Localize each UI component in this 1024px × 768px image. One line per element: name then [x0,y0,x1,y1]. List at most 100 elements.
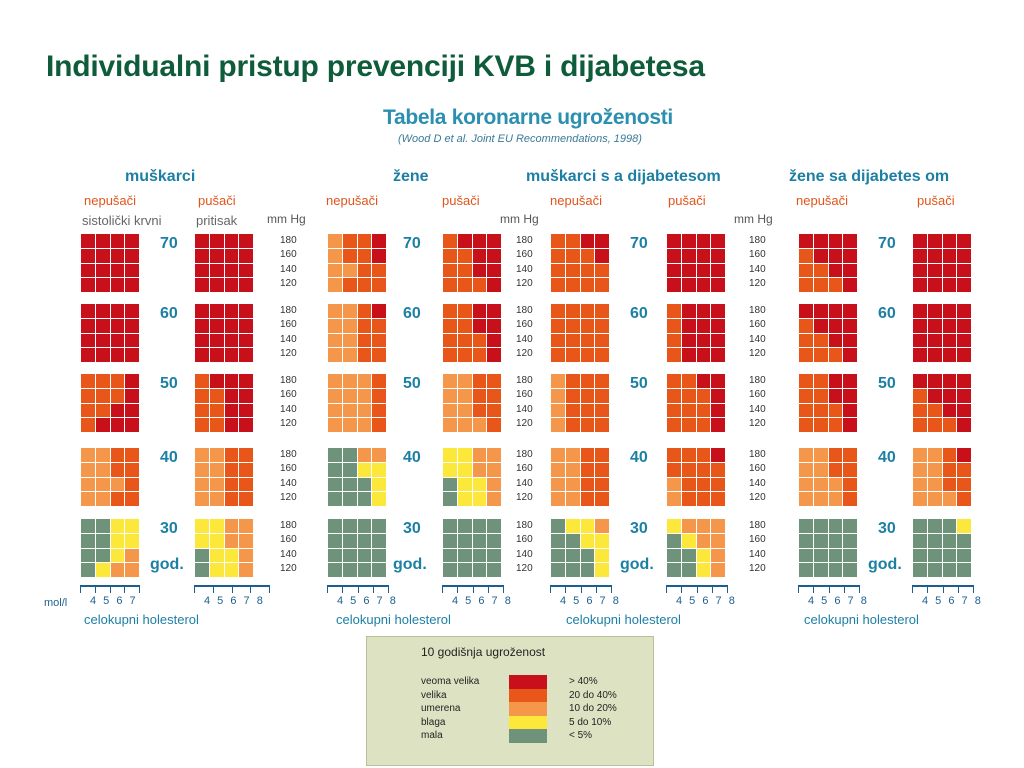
risk-cell [595,533,609,548]
risk-cell [342,492,357,506]
risk-cell [95,548,110,563]
risk-cell [81,234,95,248]
risk-grid-m_s-age-30 [194,518,254,578]
risk-cell [110,388,125,403]
risk-cell [551,418,565,432]
cholesterol-axis [798,585,860,597]
risk-cell [357,263,372,278]
risk-grid-f_ns-age-60 [327,303,387,363]
risk-cell [799,348,813,362]
risk-cell [667,388,681,403]
risk-grid-m_s-age-70 [194,233,254,293]
risk-cell [328,333,342,348]
risk-cell [81,418,95,432]
risk-cell [711,318,725,333]
risk-cell [443,533,457,548]
risk-cell [372,533,386,548]
risk-cell [328,374,342,388]
risk-grid-md_s-age-30 [666,518,726,578]
bp-value: 160 [749,389,766,401]
axis-tick [813,585,814,593]
risk-cell [239,418,253,432]
bp-value: 180 [749,375,766,386]
risk-cell [95,533,110,548]
cholesterol-tick-labels: 4 5 6 7 8 [560,595,621,607]
risk-cell [328,563,342,577]
risk-cell [696,304,711,318]
risk-cell [195,462,209,477]
risk-cell [224,462,239,477]
risk-cell [942,263,957,278]
risk-cell [443,563,457,577]
risk-cell [565,448,580,462]
risk-cell [957,477,971,492]
bp-value: 120 [749,491,766,503]
bp-value: 120 [749,277,766,289]
risk-cell [957,318,971,333]
risk-cell [696,492,711,506]
bp-value: 120 [516,491,533,503]
bp-value: 120 [516,562,533,574]
risk-cell [81,563,95,577]
risk-cell [125,533,139,548]
risk-cell [942,548,957,563]
age-label-40: 40 [403,449,421,466]
bp-value: 120 [749,562,766,574]
risk-cell [957,263,971,278]
risk-cell [799,333,813,348]
risk-cell [681,348,696,362]
risk-cell [81,548,95,563]
age-unit-label: god. [393,556,427,573]
risk-cell [927,563,942,577]
axis-tick [269,585,270,593]
bp-value: 180 [516,520,533,531]
cholesterol-title-4: celokupni holesterol [804,612,919,627]
risk-cell [696,318,711,333]
risk-cell [342,248,357,263]
risk-grid-f_ns-age-50 [327,373,387,433]
legend-swatch-high [509,688,547,703]
bp-value: 120 [280,562,297,574]
age-label-40: 40 [878,449,896,466]
risk-cell [342,533,357,548]
risk-cell [799,492,813,506]
mmhg-unit-1: mm Hg [267,212,306,226]
risk-cell [843,234,857,248]
risk-cell [357,477,372,492]
risk-cell [195,278,209,292]
risk-grid-f_s-age-50 [442,373,502,433]
risk-cell [711,278,725,292]
risk-grid-fd_s-age-50 [912,373,972,433]
risk-cell [580,348,595,362]
risk-cell [342,333,357,348]
risk-cell [125,548,139,563]
risk-cell [565,304,580,318]
risk-cell [927,304,942,318]
risk-cell [551,374,565,388]
nonsmoker-label-women-diabetes: nepušači [796,193,849,208]
risk-cell [711,248,725,263]
risk-cell [95,234,110,248]
risk-cell [927,418,942,432]
risk-cell [799,388,813,403]
risk-cell [95,374,110,388]
risk-cell [81,492,95,506]
table-title: Tabela koronarne ugroženosti [383,106,673,129]
risk-cell [195,448,209,462]
risk-cell [799,533,813,548]
risk-cell [95,248,110,263]
risk-cell [95,477,110,492]
risk-grid-fd_ns-age-60 [798,303,858,363]
risk-grid-fd_ns-age-30 [798,518,858,578]
risk-cell [927,403,942,418]
legend-value-moderate: 10 do 20% [569,703,617,715]
risk-cell [328,348,342,362]
bp-value: 120 [280,491,297,503]
bp-scale: 180 160 140 120 [280,304,297,361]
risk-cell [828,448,843,462]
risk-cell [372,548,386,563]
risk-cell [942,448,957,462]
legend-swatch-very_high [509,675,547,689]
risk-cell [828,348,843,362]
risk-cell [681,318,696,333]
